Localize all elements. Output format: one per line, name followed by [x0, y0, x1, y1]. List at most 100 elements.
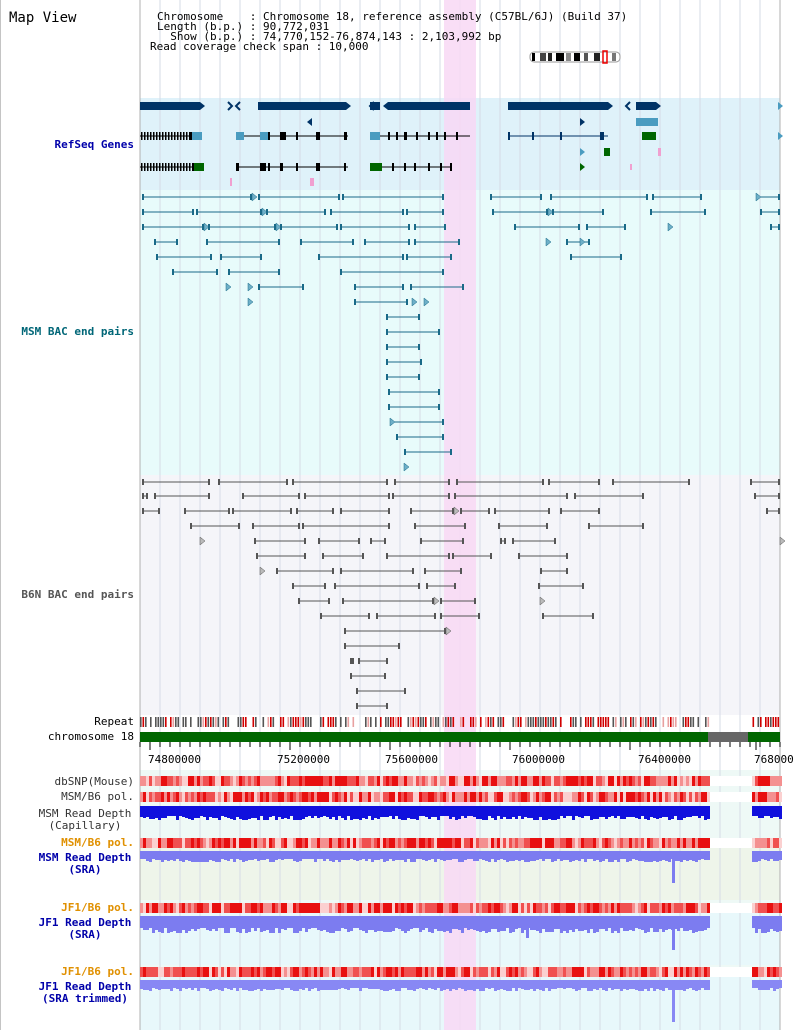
- msm-pol2-strip-cell: [143, 838, 146, 848]
- msm-sra-depth-bar: [638, 851, 641, 861]
- jf1-pol-strip-cell: [677, 903, 680, 913]
- jf1-pol2-strip-cell: [260, 967, 263, 977]
- msm-pol-strip-cell: [374, 792, 377, 802]
- msm-pol2-strip-cell: [353, 838, 356, 848]
- dbsnp-strip-cell: [167, 776, 170, 786]
- jf1-trim-depth-bar: [215, 980, 218, 989]
- repeat-element: [515, 717, 517, 727]
- jf1-pol2-strip-cell: [779, 967, 782, 977]
- msm-pol2-strip-cell: [287, 838, 290, 848]
- jf1-trim-depth-bar: [452, 980, 455, 989]
- msm-pol2-strip-cell: [293, 838, 296, 848]
- msm-sra-depth-bar: [593, 851, 596, 861]
- jf1-sra-depth-bar: [623, 916, 626, 931]
- bac-end: [388, 508, 390, 514]
- msm-pol2-strip-cell: [227, 838, 230, 848]
- bac-end: [650, 209, 652, 215]
- jf1-trim-depth-bar: [662, 980, 665, 991]
- repeat-element: [462, 717, 465, 727]
- msm-pol2-strip-cell: [509, 838, 512, 848]
- msm-sra-depth-bar: [563, 851, 566, 860]
- msm-pol2-strip-cell: [677, 838, 680, 848]
- bac-end: [302, 523, 304, 529]
- jf1-sra-depth-bar: [308, 916, 311, 929]
- jf1-pol-strip-cell: [425, 903, 428, 913]
- msm-capillary-depth-bar: [461, 806, 464, 816]
- exon: [268, 163, 270, 171]
- msm-pol2-strip-cell: [629, 838, 632, 848]
- msm-capillary-depth-bar: [494, 806, 497, 820]
- msm-pol-strip-cell: [239, 792, 242, 802]
- jf1-pol2-strip-cell: [698, 967, 701, 977]
- jf1-sra-depth-bar: [632, 916, 635, 931]
- jf1-pol-strip-cell: [593, 903, 596, 913]
- msm-capillary-depth-bar: [638, 806, 641, 819]
- msm-pol-strip-cell: [560, 792, 563, 802]
- jf1-pol-strip-cell: [227, 903, 230, 913]
- msm-pol-strip-cell: [428, 792, 431, 802]
- msm-sra-depth-bar: [458, 851, 461, 862]
- repeat-element: [145, 717, 147, 727]
- msm-pol-strip-cell: [350, 792, 353, 802]
- dbsnp-strip-cell: [314, 776, 317, 786]
- jf1-pol2-strip-cell: [179, 967, 182, 977]
- msm-sra-depth-bar: [377, 851, 380, 860]
- jf1-trim-depth-bar: [305, 980, 308, 988]
- jf1-pol2-strip-cell: [287, 967, 290, 977]
- msm-pol2-strip-cell: [515, 838, 518, 848]
- jf1-pol-strip-cell: [578, 903, 581, 913]
- msm-pol-strip-cell: [182, 792, 185, 802]
- jf1-trim-depth-bar: [203, 980, 206, 988]
- repeat-element: [777, 717, 780, 727]
- repeat-element: [525, 717, 527, 727]
- bac-end: [444, 628, 446, 634]
- jf1-trim-depth-bar: [152, 980, 155, 988]
- jf1-pol-strip-cell: [368, 903, 371, 913]
- track-label-msm-bac[interactable]: MSM BAC end pairs: [21, 325, 134, 338]
- msm-pol-strip-cell: [518, 792, 521, 802]
- jf1-sra-depth-bar: [269, 916, 272, 933]
- bac-end: [278, 269, 280, 275]
- repeat-element: [197, 717, 200, 727]
- chromosome-bar: [748, 732, 780, 742]
- msm-sra-depth-bar: [491, 851, 494, 859]
- jf1-sra-depth-bar: [209, 916, 212, 931]
- jf1-trim-depth-bar: [467, 980, 470, 990]
- exon: [144, 132, 146, 140]
- bac-end: [642, 523, 644, 529]
- gene-arrow: [624, 101, 631, 111]
- msm-pol2-strip-cell: [770, 838, 773, 848]
- dbsnp-strip-cell: [152, 776, 155, 786]
- msm-sra-depth-bar: [668, 851, 671, 862]
- exon: [177, 163, 179, 171]
- jf1-pol2-strip-cell: [140, 967, 143, 977]
- msm-pol2-strip-cell: [407, 838, 410, 848]
- msm-capillary-depth-bar: [380, 806, 383, 817]
- jf1-pol2-strip-cell: [572, 967, 575, 977]
- bac-end: [588, 523, 590, 529]
- ideogram-band: [584, 53, 588, 61]
- jf1-pol2-strip-cell: [602, 967, 605, 977]
- exon: [404, 132, 407, 140]
- msm-pol2-strip-cell: [215, 838, 218, 848]
- bac-end: [334, 583, 336, 589]
- msm-pol-strip-cell: [644, 792, 647, 802]
- jf1-pol2-strip-cell: [635, 967, 638, 977]
- msm-sra-depth-bar: [506, 851, 509, 862]
- msm-capillary-depth-bar: [254, 806, 257, 818]
- jf1-pol2-strip-cell: [407, 967, 410, 977]
- repeat-element: [287, 717, 290, 727]
- repeat-element: [142, 717, 145, 727]
- dbsnp-strip-cell: [680, 776, 683, 786]
- track-label-refseq[interactable]: RefSeq Genes: [54, 138, 134, 151]
- jf1-sra-depth-bar: [569, 916, 572, 930]
- jf1-pol2-strip-cell: [677, 967, 680, 977]
- jf1-trim-depth-bar: [410, 980, 413, 990]
- jf1-pol2-strip-cell: [164, 967, 167, 977]
- repeat-element: [412, 717, 415, 727]
- msm-pol-strip-cell: [185, 792, 188, 802]
- track-label-b6n-bac[interactable]: B6N BAC end pairs: [21, 588, 134, 601]
- jf1-pol2-strip-cell: [704, 967, 707, 977]
